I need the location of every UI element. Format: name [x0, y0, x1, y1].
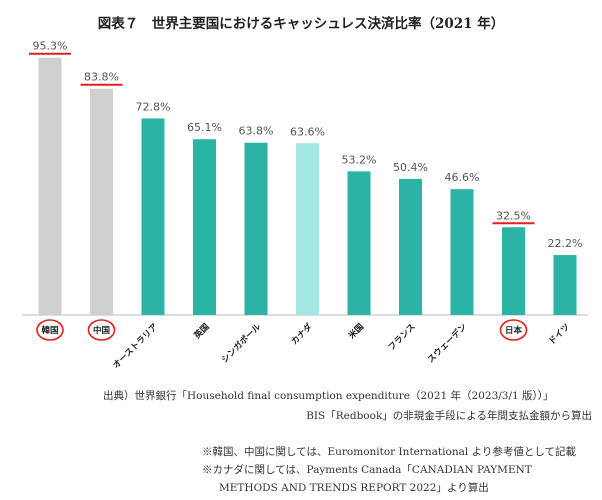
bar-cat-4: [244, 142, 268, 315]
value-label-cat-8: 46.6%: [445, 171, 480, 184]
source-line-2: BIS「Redbook」の非現金手段による年間支払金額から算出: [306, 410, 592, 422]
category-label-cat-8: スウェーデン: [425, 321, 469, 365]
value-label-cat-6: 53.2%: [342, 153, 377, 166]
bar-cat-0: [38, 57, 62, 315]
bar-cat-1: [90, 88, 113, 316]
category-label-cat-2: オーストラリア: [111, 322, 160, 371]
bar-cat-9: [502, 227, 525, 315]
source-line-1: 出典）世界銀行「Household final consumption expe…: [103, 390, 554, 402]
category-label-cat-3: 英国: [191, 321, 212, 342]
bar-cat-2: [141, 118, 165, 315]
category-label-cat-10: ドイツ: [547, 322, 572, 347]
value-label-cat-10: 22.2%: [548, 237, 583, 250]
category-label-cat-5: カナダ: [289, 321, 315, 347]
bar-chart: 95.3% 83.8% 72.8% 65.1% 63.8% 63.6% 53.2% 50.4%…: [22, 40, 588, 371]
bar-cat-8: [450, 189, 474, 315]
note-line-1: ※韓国、中国に関しては、Euromonitor International より…: [202, 446, 577, 458]
value-label-cat-2: 72.8%: [136, 100, 171, 113]
highlight-circle-cat-1: [87, 319, 116, 341]
note-line-3: METHODS AND TRENDS REPORT 2022」より算出: [219, 482, 489, 494]
chart-title: 図表７ 世界主要国におけるキャッシュレス決済比率（2021 年）: [97, 16, 505, 32]
highlight-circle-cat-9: [499, 319, 528, 341]
category-label-cat-1: 中国: [93, 325, 110, 336]
value-label-cat-3: 65.1%: [187, 121, 222, 134]
bar-cat-6: [347, 171, 371, 315]
value-label-cat-9: 32.5%: [496, 209, 531, 222]
value-label-cat-1: 83.8%: [84, 71, 119, 84]
value-label-cat-0: 95.3%: [33, 40, 68, 53]
category-label-cat-0: 韓国: [41, 325, 58, 336]
bar-cat-7: [399, 178, 422, 315]
value-label-cat-5: 63.6%: [290, 125, 325, 138]
value-label-cat-4: 63.8%: [239, 125, 274, 138]
category-label-cat-6: 米国: [346, 321, 366, 341]
value-label-cat-7: 50.4%: [393, 161, 428, 174]
note-line-2: ※カナダに関しては、Payments Canada「CANADIAN PAYME…: [202, 464, 532, 476]
highlight-circle-cat-0: [36, 319, 64, 341]
bar-cat-3: [193, 139, 216, 315]
bar-cat-10: [553, 255, 577, 315]
category-label-cat-7: フランス: [387, 322, 418, 353]
category-label-cat-9: 日本: [505, 325, 523, 336]
category-label-cat-4: シンガポール: [219, 321, 263, 365]
bar-cat-5: [296, 143, 319, 315]
